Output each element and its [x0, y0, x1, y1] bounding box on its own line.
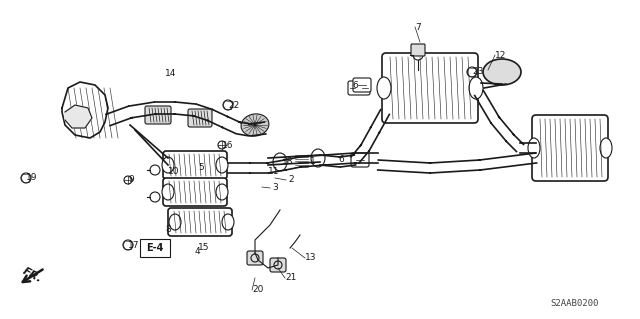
- Ellipse shape: [169, 214, 181, 230]
- Ellipse shape: [273, 153, 287, 171]
- FancyBboxPatch shape: [145, 106, 171, 124]
- Ellipse shape: [216, 184, 228, 200]
- Ellipse shape: [162, 157, 174, 173]
- FancyBboxPatch shape: [163, 151, 227, 179]
- Polygon shape: [62, 82, 108, 138]
- Text: 20: 20: [252, 286, 264, 294]
- Text: 22: 22: [228, 100, 239, 109]
- Text: 15: 15: [198, 243, 209, 253]
- Text: 16: 16: [222, 140, 234, 150]
- Text: S2AAB0200: S2AAB0200: [551, 299, 599, 308]
- Text: 4: 4: [195, 248, 200, 256]
- FancyBboxPatch shape: [382, 53, 478, 123]
- Ellipse shape: [469, 77, 483, 99]
- FancyBboxPatch shape: [188, 109, 212, 127]
- Text: 21: 21: [285, 273, 296, 283]
- Text: 19: 19: [26, 174, 38, 182]
- Text: FR.: FR.: [20, 266, 44, 284]
- FancyBboxPatch shape: [140, 239, 170, 257]
- Text: 23: 23: [472, 68, 483, 77]
- Ellipse shape: [377, 77, 391, 99]
- Ellipse shape: [241, 114, 269, 136]
- FancyBboxPatch shape: [270, 258, 286, 272]
- Text: 14: 14: [165, 69, 177, 78]
- Ellipse shape: [222, 214, 234, 230]
- Text: E-4: E-4: [147, 243, 164, 253]
- FancyBboxPatch shape: [247, 251, 263, 265]
- Ellipse shape: [528, 138, 540, 158]
- Text: 18: 18: [282, 158, 294, 167]
- Text: 9: 9: [128, 175, 134, 184]
- Text: 6: 6: [338, 155, 344, 165]
- Ellipse shape: [483, 59, 521, 85]
- Text: 10: 10: [168, 167, 179, 176]
- Text: 3: 3: [272, 183, 278, 192]
- Text: 11: 11: [268, 167, 280, 176]
- Text: 7: 7: [415, 23, 420, 32]
- Text: 1: 1: [310, 158, 316, 167]
- Text: 17: 17: [128, 241, 140, 249]
- Text: 5: 5: [198, 164, 204, 173]
- Ellipse shape: [311, 149, 325, 167]
- FancyBboxPatch shape: [168, 208, 232, 236]
- FancyBboxPatch shape: [532, 115, 608, 181]
- Ellipse shape: [600, 138, 612, 158]
- FancyBboxPatch shape: [348, 81, 370, 95]
- FancyBboxPatch shape: [351, 153, 369, 167]
- Polygon shape: [65, 105, 92, 128]
- FancyBboxPatch shape: [353, 78, 371, 92]
- FancyBboxPatch shape: [163, 178, 227, 206]
- Ellipse shape: [162, 184, 174, 200]
- Ellipse shape: [216, 157, 228, 173]
- Text: 8: 8: [165, 226, 171, 234]
- FancyBboxPatch shape: [411, 44, 425, 56]
- Text: 13: 13: [305, 254, 317, 263]
- Text: 12: 12: [495, 50, 506, 60]
- Text: 2: 2: [288, 175, 294, 184]
- Text: 6: 6: [352, 80, 358, 90]
